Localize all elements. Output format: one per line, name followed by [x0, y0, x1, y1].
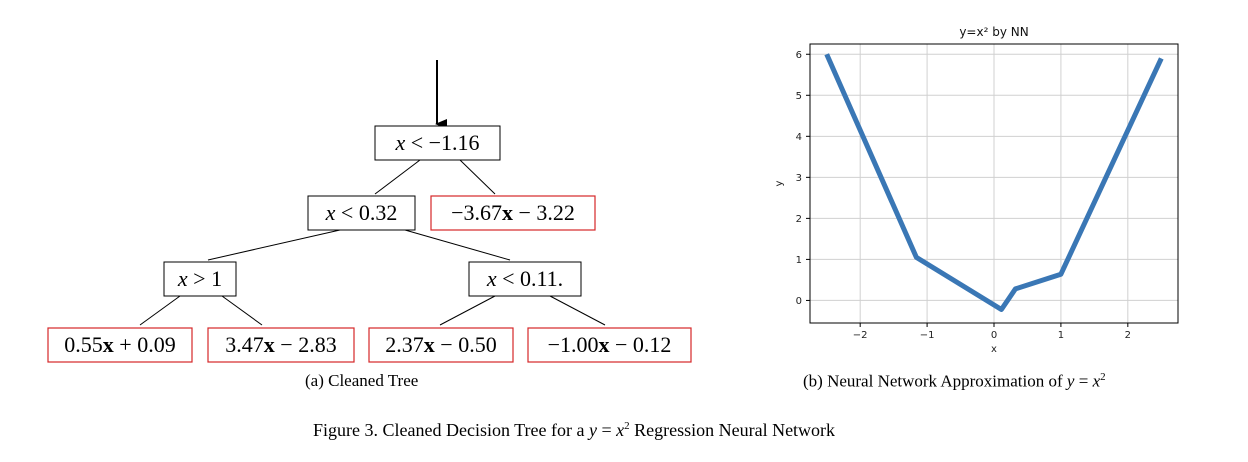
nn-approximation-chart: −2 −1 0 1 2 0 1 2 3 4 5 6 y=x² by NN x y [774, 25, 1179, 355]
node-ll: x > 1 [177, 266, 222, 291]
x-tick-label: 2 [1125, 330, 1131, 341]
y-tick-label: 6 [796, 50, 802, 61]
node-root-box [374, 125, 501, 161]
figure-caption: Figure 3. Cleaned Decision Tree for a y … [313, 420, 836, 440]
edge-ll-leaf1 [221, 295, 263, 326]
y-tick-label: 3 [796, 173, 802, 184]
node-left-box [307, 195, 416, 231]
leaf-2: 2.37x − 0.50 [385, 332, 496, 357]
edge-lr-leaf2 [439, 295, 496, 326]
y-tick-label: 2 [796, 214, 802, 225]
chart-title: y=x² by NN [959, 25, 1028, 39]
edge-root-right [459, 159, 496, 195]
node-root: x < −1.16 [394, 130, 479, 155]
leaf-3: −1.00x − 0.12 [548, 332, 672, 357]
series-line [824, 53, 1164, 312]
y-tick-label: 1 [796, 255, 802, 266]
caption-b: (b) Neural Network Approximation of y = … [803, 371, 1106, 391]
y-axis-label: y [774, 180, 785, 186]
y-tick-label: 5 [796, 91, 802, 102]
leaf-1-box [207, 327, 355, 363]
node-ll-box [163, 261, 237, 297]
caption-a: (a) Cleaned Tree [305, 371, 419, 390]
x-tick-label: 1 [1058, 330, 1064, 341]
x-axis-label: x [991, 344, 997, 355]
node-lr: x < 0.11. [486, 266, 563, 291]
leaf-right-box [430, 195, 596, 231]
x-tick-label: −1 [920, 330, 935, 341]
y-tick-label: 0 [796, 296, 802, 307]
leaf-1: 3.47x − 2.83 [225, 332, 336, 357]
leaf-3-box [527, 327, 692, 363]
leaf-right: −3.67x − 3.22 [451, 200, 575, 225]
x-tick-label: 0 [991, 330, 997, 341]
x-tick-label: −2 [853, 330, 868, 341]
edge-ll-leaf0 [139, 295, 181, 326]
leaf-2-box [368, 327, 514, 363]
node-lr-box [468, 261, 582, 297]
edge-root-left [374, 159, 421, 195]
edge-left-lr [404, 229, 511, 261]
y-tick-label: 4 [796, 132, 802, 143]
edge-left-ll [207, 229, 341, 261]
leaf-0-box [47, 327, 193, 363]
leaf-0: 0.55x + 0.09 [64, 332, 175, 357]
node-left: x < 0.32 [325, 200, 398, 225]
decision-tree: x < −1.16 x < 0.32 −3.67x − 3.22 x > 1 x… [47, 60, 692, 363]
edge-lr-leaf3 [549, 295, 606, 326]
